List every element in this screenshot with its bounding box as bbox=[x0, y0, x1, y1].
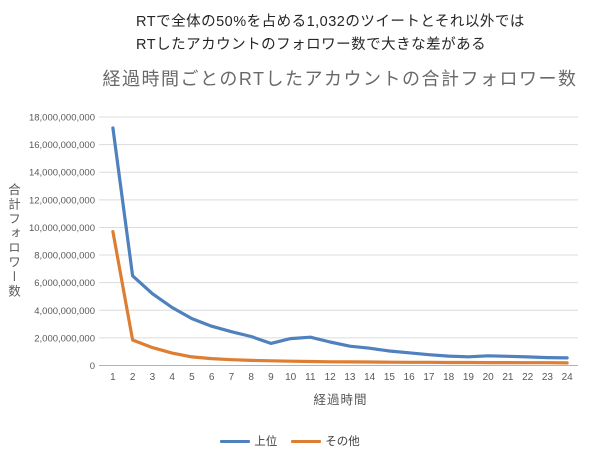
y-tick-label: 10,000,000,000 bbox=[29, 223, 95, 234]
y-tick-label: 2,000,000,000 bbox=[34, 333, 95, 344]
x-tick-label: 9 bbox=[268, 372, 274, 383]
x-tick-label: 18 bbox=[443, 372, 455, 383]
x-tick-label: 1 bbox=[110, 372, 116, 383]
headline-annotation: RTで全体の50%を占める1,032のツイートとそれ以外では RTしたアカウント… bbox=[136, 11, 525, 57]
annotation-line-1: RTで全体の50%を占める1,032のツイートとそれ以外では bbox=[136, 14, 525, 30]
x-tick-label: 22 bbox=[522, 372, 534, 383]
y-tick-label: 0 bbox=[90, 361, 95, 372]
x-tick-label: 5 bbox=[189, 372, 195, 383]
legend-item-top: 上位 bbox=[220, 433, 277, 449]
x-tick-label: 21 bbox=[502, 372, 514, 383]
y-axis-title: 合計フォロワー数 bbox=[6, 183, 20, 299]
x-tick-label: 15 bbox=[384, 372, 396, 383]
x-tick-label: 20 bbox=[483, 372, 495, 383]
x-tick-label: 17 bbox=[423, 372, 435, 383]
x-tick-label: 23 bbox=[542, 372, 554, 383]
legend-swatch-top bbox=[220, 439, 251, 443]
y-tick-label: 14,000,000,000 bbox=[29, 168, 95, 179]
x-tick-label: 16 bbox=[404, 372, 416, 383]
x-tick-label: 24 bbox=[562, 372, 574, 383]
legend-label-top: 上位 bbox=[254, 436, 278, 448]
x-tick-label: 13 bbox=[344, 372, 356, 383]
y-tick-label: 12,000,000,000 bbox=[29, 195, 95, 206]
y-tick-label: 4,000,000,000 bbox=[34, 306, 95, 317]
series-line-others bbox=[111, 230, 569, 365]
x-tick-label: 7 bbox=[229, 372, 235, 383]
y-tick-label: 18,000,000,000 bbox=[29, 113, 95, 124]
x-axis-title: 経過時間 bbox=[313, 393, 368, 407]
x-tick-label: 2 bbox=[130, 372, 136, 383]
x-tick-label: 19 bbox=[463, 372, 475, 383]
x-tick-label: 12 bbox=[325, 372, 337, 383]
chart-legend: 上位 その他 bbox=[0, 433, 580, 449]
chart-title: 経過時間ごとのRTしたアカウントの合計フォロワー数 bbox=[102, 69, 578, 89]
x-tick-label: 10 bbox=[285, 372, 297, 383]
legend-swatch-others bbox=[291, 439, 322, 443]
y-tick-label: 8,000,000,000 bbox=[34, 251, 95, 262]
x-tick-label: 11 bbox=[305, 372, 316, 383]
annotation-line-2: RTしたアカウントのフォロワー数で大きな差がある bbox=[136, 37, 487, 53]
x-tick-label: 14 bbox=[364, 372, 376, 383]
x-tick-label: 6 bbox=[209, 372, 215, 383]
y-tick-label: 16,000,000,000 bbox=[29, 140, 95, 151]
legend-item-others: その他 bbox=[291, 433, 360, 449]
y-tick-label: 6,000,000,000 bbox=[34, 278, 95, 289]
x-tick-label: 8 bbox=[248, 372, 254, 383]
legend-label-others: その他 bbox=[325, 436, 360, 448]
x-tick-label: 3 bbox=[150, 372, 156, 383]
x-tick-label: 4 bbox=[169, 372, 175, 383]
series-line-top bbox=[111, 126, 569, 360]
